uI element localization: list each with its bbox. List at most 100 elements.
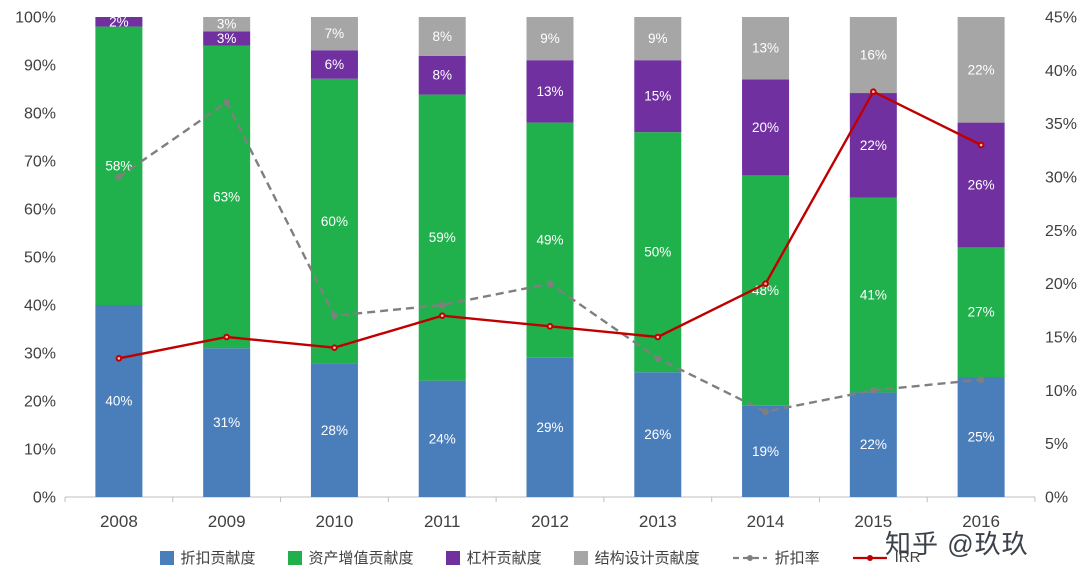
irr-marker-center: [225, 335, 228, 339]
discount-bar-segment: [526, 357, 574, 497]
chart-legend: 折扣贡献度 资产增值贡献度 杠杆贡献度 结构设计贡献度 折扣率 IRR: [0, 547, 1080, 568]
legend-item-discount: 折扣贡献度: [159, 547, 256, 568]
legend-label-irr: IRR: [894, 549, 921, 566]
left-axis-tick-label: 10%: [24, 442, 56, 459]
discount-rate-marker: [438, 301, 446, 309]
irr-legend-swatch: [852, 554, 887, 561]
asset-appreciation-bar-label: 41%: [860, 288, 887, 303]
structure-design-bar-segment: [310, 17, 358, 51]
structure-design-bar-segment: [742, 17, 790, 80]
asset-appreciation-bar-label: 27%: [968, 305, 995, 320]
structure-design-bar-label: 16%: [860, 48, 887, 63]
left-axis-tick-label: 90%: [24, 58, 56, 75]
left-axis-tick-label: 0%: [33, 490, 56, 507]
x-axis-category-label: 2011: [424, 512, 461, 531]
structure-design-bar-segment: [526, 17, 574, 61]
legend-item-discount-rate: 折扣率: [732, 547, 820, 568]
asset-appreciation-bar-label: 63%: [213, 190, 240, 205]
legend-item-irr: IRR: [852, 549, 921, 566]
discount-bar-segment: [957, 377, 1005, 497]
right-axis-tick-label: 15%: [1045, 330, 1077, 347]
asset-appreciation-bar-label: 59%: [429, 230, 456, 245]
left-axis-tick-label: 20%: [24, 394, 56, 411]
right-axis-tick-label: 25%: [1045, 223, 1077, 240]
left-axis-tick-label: 80%: [24, 106, 56, 123]
legend-item-asset-appreciation: 资产增值贡献度: [287, 547, 414, 568]
right-axis-tick-label: 45%: [1045, 10, 1077, 27]
leverage-bar-label: 15%: [644, 89, 671, 104]
asset-appreciation-legend-swatch: [287, 550, 302, 565]
right-axis-tick-label: 20%: [1045, 276, 1077, 293]
left-axis-tick-label: 70%: [24, 154, 56, 171]
discount-bar-segment: [634, 372, 682, 497]
asset-appreciation-bar-label: 50%: [644, 245, 671, 260]
irr-marker-center: [764, 282, 767, 285]
discount-bar-segment: [418, 380, 466, 497]
discount-bar-label: 29%: [536, 420, 563, 435]
legend-item-structure-design: 结构设计贡献度: [573, 547, 700, 568]
structure-design-bar-label: 9%: [540, 31, 560, 46]
irr-marker-center: [872, 90, 875, 93]
leverage-bar-label: 8%: [432, 68, 452, 83]
right-axis-tick-label: 40%: [1045, 63, 1077, 80]
leverage-bar-segment: [742, 79, 790, 176]
discount-bar-segment: [310, 363, 358, 497]
irr-marker-center: [979, 143, 983, 147]
asset-appreciation-bar-segment: [849, 197, 897, 393]
asset-appreciation-bar-label: 58%: [105, 158, 132, 173]
irr-marker-center: [656, 335, 660, 339]
right-axis-tick-label: 5%: [1045, 436, 1068, 453]
asset-appreciation-bar-segment: [957, 247, 1005, 377]
discount-rate-legend-swatch: [732, 554, 767, 561]
leverage-legend-swatch: [445, 550, 460, 565]
right-axis-tick-label: 35%: [1045, 116, 1077, 133]
asset-appreciation-bar-segment: [526, 122, 574, 358]
leverage-bar-label: 26%: [968, 178, 995, 193]
discount-rate-marker: [654, 355, 662, 362]
legend-item-leverage: 杠杆贡献度: [445, 547, 542, 568]
discount-bar-label: 25%: [968, 430, 995, 445]
leverage-bar-segment: [310, 50, 358, 79]
leverage-bar-label: 20%: [752, 120, 779, 135]
discount-rate-marker: [762, 408, 769, 415]
legend-label-asset-appreciation: 资产增值贡献度: [308, 550, 414, 567]
discount-bar-label: 19%: [752, 444, 779, 459]
irr-marker-center: [333, 346, 336, 349]
watermark: 知乎 @玖玖: [885, 529, 1029, 559]
discount-bar-label: 31%: [213, 415, 240, 430]
leverage-bar-label: 6%: [325, 57, 345, 72]
leverage-bar-label: 3%: [217, 31, 237, 46]
asset-appreciation-bar-segment: [203, 45, 251, 349]
discount-bar-segment: [742, 405, 790, 497]
discount-bar-label: 28%: [321, 423, 348, 438]
legend-label-leverage: 杠杆贡献度: [466, 550, 542, 567]
asset-appreciation-bar-label: 49%: [536, 233, 563, 248]
discount-rate-marker: [546, 280, 554, 287]
x-axis-category-label: 2016: [962, 512, 1000, 531]
discount-rate-marker: [977, 376, 985, 383]
discount-rate-marker: [331, 312, 338, 319]
irr-marker-center: [548, 325, 552, 328]
structure-design-bar-label: 3%: [217, 17, 237, 32]
right-axis-tick-label: 10%: [1045, 383, 1077, 400]
left-axis-tick-label: 50%: [24, 250, 56, 267]
structure-design-bar-segment: [634, 17, 682, 61]
x-axis-category-label: 2008: [100, 512, 138, 531]
structure-design-bar-segment: [957, 17, 1005, 123]
x-axis-category-label: 2015: [854, 512, 892, 531]
legend-label-structure-design: 结构设计贡献度: [594, 550, 700, 567]
leverage-bar-segment: [418, 55, 466, 95]
structure-design-bar-label: 9%: [648, 31, 668, 46]
x-axis-category-label: 2010: [316, 512, 354, 531]
structure-design-bar-label: 8%: [432, 29, 452, 44]
right-axis-tick-label: 0%: [1045, 490, 1068, 507]
leverage-bar-segment: [634, 60, 682, 133]
leverage-bar-segment: [526, 60, 574, 123]
discount-rate-marker: [115, 173, 123, 181]
right-axis-tick-label: 30%: [1045, 170, 1077, 187]
asset-appreciation-bar-label: 60%: [321, 214, 348, 229]
structure-design-legend-swatch: [573, 550, 588, 565]
legend-label-discount-rate: 折扣率: [774, 550, 820, 567]
